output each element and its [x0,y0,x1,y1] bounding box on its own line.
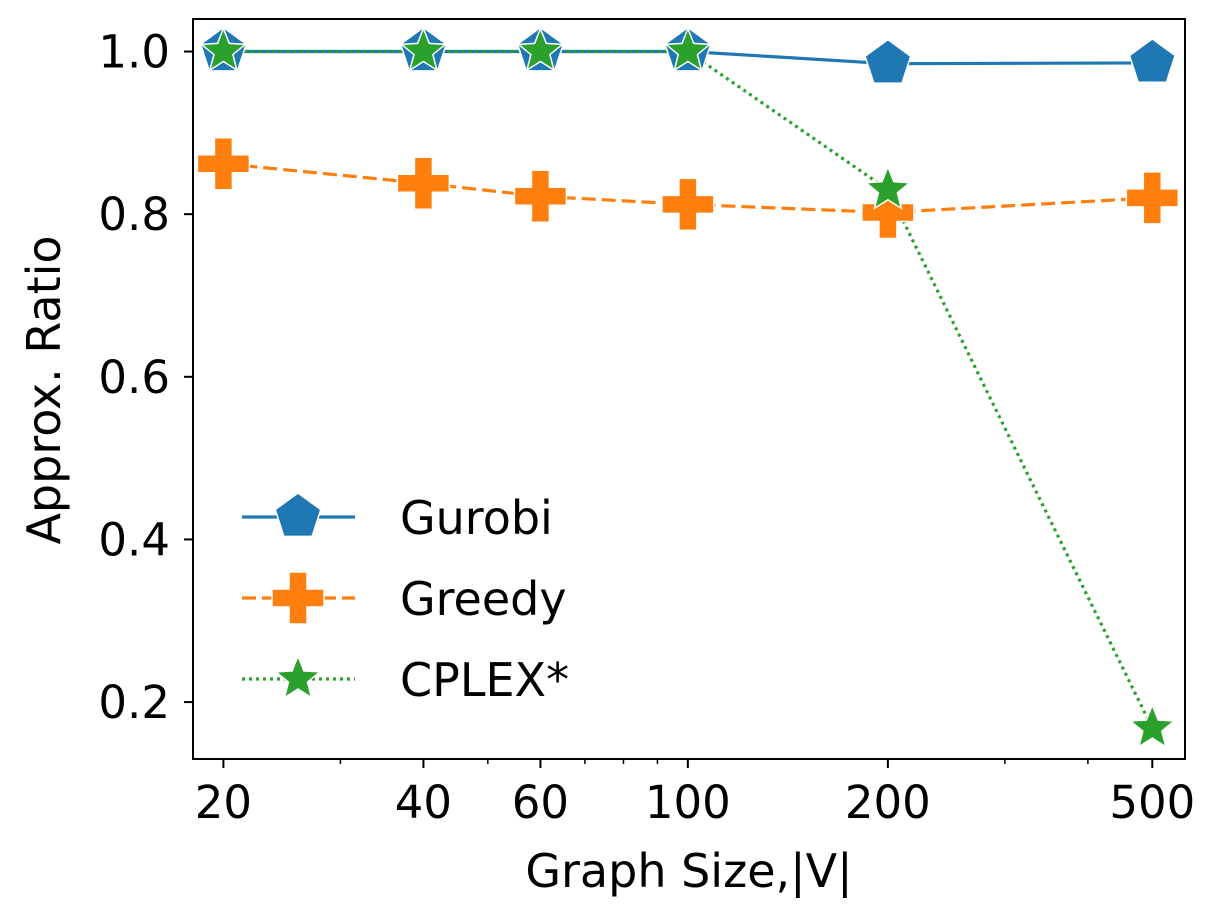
legend-marker [274,492,322,538]
legend-entry-cplex: CPLEX* [242,653,569,707]
plot-frame [192,18,1186,760]
legend-marker [274,653,322,700]
x-tick-label: 100 [645,776,731,829]
point-greedy-500 [1125,171,1180,225]
point-cplex-500 [1128,703,1177,749]
x-tick-label: 200 [845,776,931,829]
point-gurobi-500 [1128,37,1176,84]
point-cplex-20 [199,26,248,72]
legend-label: Gurobi [400,491,553,545]
point-cplex-60 [516,26,565,72]
point-cplex-100 [664,26,712,72]
x-tick-label: 60 [512,776,569,829]
point-cplex-40 [399,26,448,72]
x-tick-label: 40 [395,776,452,829]
legend-entry-gurobi: Gurobi [242,491,553,545]
x-axis-label: Graph Size,|V| [525,844,852,899]
legend-label: CPLEX* [400,653,569,707]
point-greedy-60 [513,169,568,224]
legend-entry-greedy: Greedy [242,571,567,626]
point-cplex-200 [864,164,912,211]
series-layer [223,49,1154,729]
point-gurobi-200 [864,38,912,84]
point-greedy-40 [396,156,451,211]
y-tick-label: 0.6 [98,351,170,404]
series-line-cplex [223,49,1154,729]
y-tick-label: 0.2 [98,676,170,729]
legend: Gurobi Greedy CPLEX* [242,491,569,707]
marker-layer [196,26,1180,749]
y-tick-label: 0.4 [98,513,170,566]
series-line-greedy [223,162,1153,215]
point-greedy-100 [661,177,715,232]
y-tick-label: 0.8 [98,188,170,241]
legend-marker [271,571,325,625]
x-axis-ticks: 20 40 60 100 200 500 [195,759,1195,829]
x-tick-label: 20 [195,776,252,829]
legend-label: Greedy [400,572,567,626]
y-tick-label: 1.0 [98,26,170,79]
series-line-gurobi [223,49,1153,66]
y-axis-label: Approx. Ratio [17,235,71,544]
x-tick-label: 500 [1109,776,1195,829]
y-axis-ticks: 0.2 0.4 0.6 0.8 1.0 [98,26,193,729]
point-greedy-20 [196,136,251,191]
